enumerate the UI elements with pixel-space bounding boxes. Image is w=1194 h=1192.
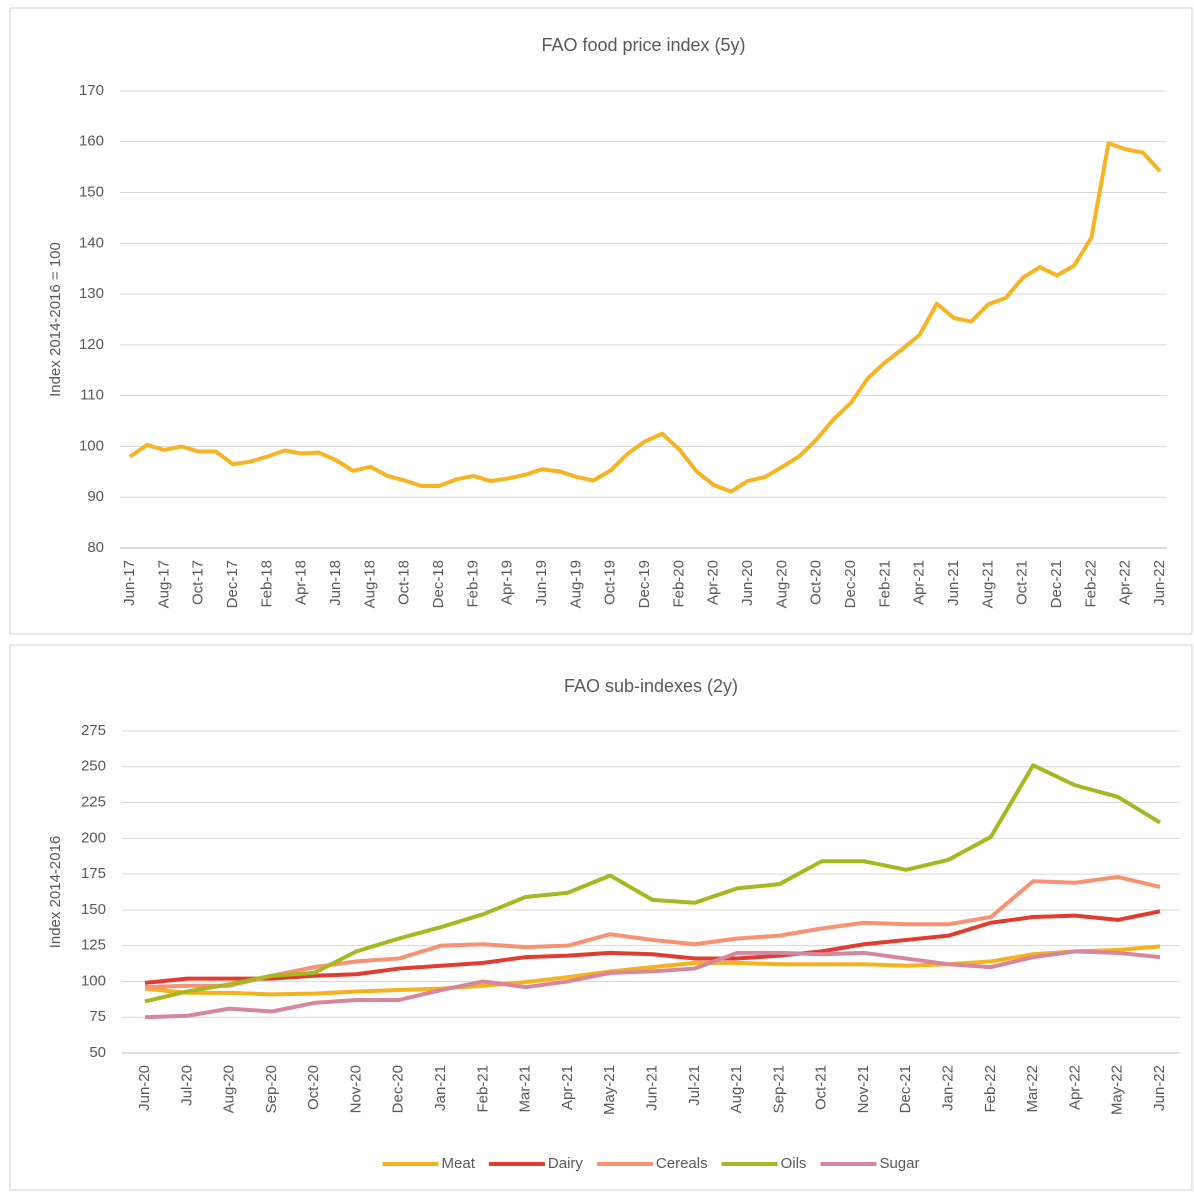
- x-tick-label: Oct-19: [602, 560, 619, 605]
- x-tick-label: Aug-18: [361, 560, 378, 608]
- legend-label: Oils: [781, 1155, 807, 1172]
- data-line: [144, 944, 1161, 997]
- x-tick-label: May-22: [1109, 1065, 1126, 1115]
- x-tick-label: Oct-20: [808, 560, 825, 605]
- x-tick-label: Nov-21: [855, 1065, 872, 1113]
- legend-label: Meat: [442, 1155, 476, 1172]
- y-tick-label: 250: [81, 758, 106, 775]
- x-tick-label: Feb-21: [474, 1065, 491, 1113]
- x-tick-label: Jun-20: [136, 1065, 153, 1111]
- x-tick-label: Jun-19: [533, 560, 550, 606]
- x-tick-label: Sep-21: [770, 1065, 787, 1113]
- y-tick-label: 100: [81, 972, 106, 989]
- x-tick-label: Apr-22: [1117, 560, 1134, 605]
- x-tick-label: Jul-21: [686, 1065, 703, 1106]
- legend-label: Cereals: [656, 1155, 708, 1172]
- x-tick-label: Aug-20: [221, 1065, 238, 1113]
- legend: Meat Dairy Cereals Oils Sugar: [382, 1155, 919, 1172]
- x-tick-label: Jun-22: [1151, 1065, 1168, 1111]
- x-tick-label: Dec-19: [636, 560, 653, 608]
- y-tick-label: 100: [79, 437, 104, 454]
- y-tick-label: 175: [81, 865, 106, 882]
- x-tick-label: Nov-20: [347, 1065, 364, 1113]
- y-tick-label: 130: [79, 285, 104, 302]
- y-tick-label: 225: [81, 794, 106, 811]
- panel-border: [9, 644, 1193, 1191]
- panel-border: [9, 7, 1193, 635]
- x-tick-label: Oct-17: [190, 560, 207, 605]
- y-tick-label: 140: [79, 234, 104, 251]
- x-tick-label: Jun-20: [739, 560, 756, 606]
- x-tick-label: Apr-20: [705, 560, 722, 605]
- x-tick-label: Sep-20: [263, 1065, 280, 1113]
- legend-label: Dairy: [548, 1155, 584, 1172]
- y-tick-label: 150: [79, 184, 104, 201]
- x-tick-label: Feb-20: [670, 560, 687, 608]
- x-tick-label: Jun-18: [327, 560, 344, 606]
- y-tick-label: 125: [81, 937, 106, 954]
- data-line: [144, 909, 1161, 985]
- x-tick-label: Feb-18: [258, 560, 275, 608]
- x-tick-label: Feb-22: [1082, 560, 1099, 608]
- y-tick-label: 150: [81, 901, 106, 918]
- x-tick-label: Jun-21: [945, 560, 962, 606]
- x-tick-label: Oct-21: [813, 1065, 830, 1110]
- y-tick-label: 275: [81, 722, 106, 739]
- x-tick-label: Apr-21: [559, 1065, 576, 1110]
- x-tick-label: Jan-21: [432, 1065, 449, 1111]
- x-tick-label: Mar-22: [1024, 1065, 1041, 1113]
- y-tick-label: 90: [87, 488, 104, 505]
- x-tick-label: Feb-22: [982, 1065, 999, 1113]
- x-tick-label: Feb-19: [464, 560, 481, 608]
- y-tick-label: 75: [89, 1008, 106, 1025]
- y-axis-label: Index 2014-2016: [47, 836, 64, 949]
- y-axis-label: Index 2014-2016 = 100: [47, 242, 64, 397]
- x-tick-label: Oct-21: [1014, 560, 1031, 605]
- x-tick-label: Oct-20: [305, 1065, 322, 1110]
- x-tick-label: Dec-20: [390, 1065, 407, 1113]
- x-tick-label: Apr-22: [1066, 1065, 1083, 1110]
- x-tick-label: May-21: [601, 1065, 618, 1115]
- y-tick-label: 200: [81, 829, 106, 846]
- data-line: [128, 141, 1162, 494]
- x-tick-label: Jun-21: [643, 1065, 660, 1111]
- chart-title: FAO sub-indexes (2y): [564, 676, 738, 696]
- x-tick-label: Dec-21: [1048, 560, 1065, 608]
- chart-title: FAO food price index (5y): [541, 35, 745, 55]
- x-tick-label: Jul-20: [178, 1065, 195, 1106]
- x-tick-label: Apr-19: [499, 560, 516, 605]
- legend-label: Sugar: [879, 1155, 919, 1172]
- x-tick-label: Apr-18: [293, 560, 310, 605]
- x-tick-label: Mar-21: [517, 1065, 534, 1113]
- x-tick-label: Jun-17: [121, 560, 138, 606]
- y-tick-label: 50: [89, 1044, 106, 1061]
- x-tick-label: Aug-17: [155, 560, 172, 608]
- x-tick-label: Aug-21: [979, 560, 996, 608]
- data-line: [144, 874, 1161, 990]
- data-line: [144, 949, 1161, 1020]
- x-tick-label: Dec-20: [842, 560, 859, 608]
- x-tick-label: Apr-21: [911, 560, 928, 605]
- y-tick-label: 80: [87, 539, 104, 556]
- y-tick-label: 110: [80, 387, 104, 404]
- data-line: [144, 763, 1162, 1004]
- x-tick-label: Dec-18: [430, 560, 447, 608]
- x-tick-label: Oct-18: [396, 560, 413, 605]
- x-tick-label: Aug-19: [567, 560, 584, 608]
- x-tick-label: Jan-22: [940, 1065, 957, 1111]
- y-tick-label: 160: [79, 133, 104, 150]
- x-tick-label: Dec-21: [897, 1065, 914, 1113]
- x-tick-label: Aug-20: [773, 560, 790, 608]
- x-tick-label: Jun-22: [1151, 560, 1168, 606]
- y-tick-label: 170: [79, 82, 104, 99]
- y-tick-label: 120: [79, 336, 104, 353]
- x-tick-label: Dec-17: [224, 560, 241, 608]
- x-tick-label: Aug-21: [728, 1065, 745, 1113]
- x-tick-label: Feb-21: [876, 560, 893, 608]
